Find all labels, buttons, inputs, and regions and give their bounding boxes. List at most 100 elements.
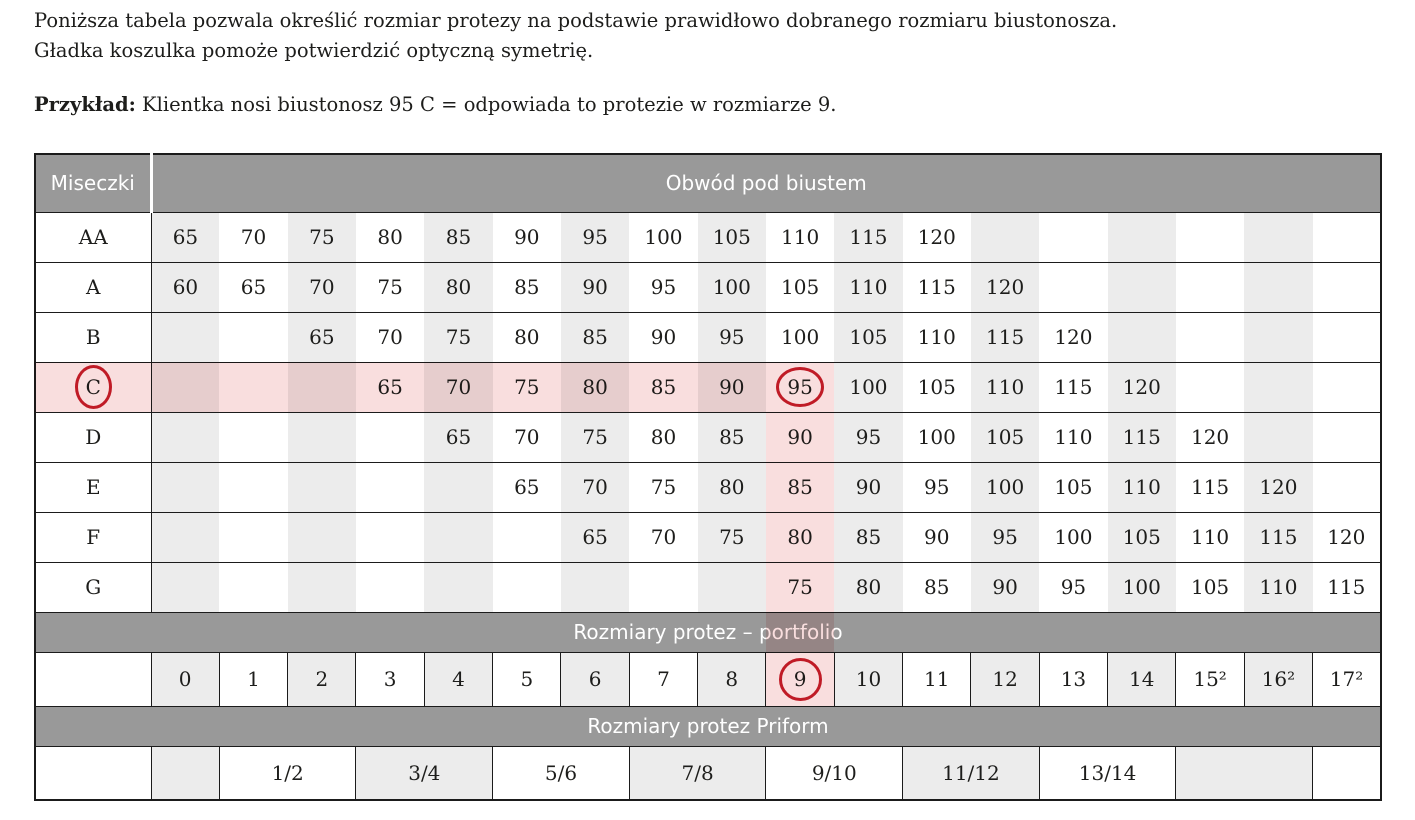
underbust-cell-C-95: 95 — [765, 361, 835, 412]
underbust-cell-F-80: 80 — [765, 511, 835, 562]
underbust-cell-E-115: 115 — [1175, 461, 1245, 512]
underbust-cell-A-105: 105 — [765, 261, 835, 312]
underbust-cell-D-120: 120 — [1175, 411, 1245, 462]
underbust-cell-F-95: 95 — [970, 511, 1040, 562]
red-circle-annotation: 95 — [776, 367, 825, 407]
portfolio-size-cell-8: 8 — [697, 651, 767, 706]
underbust-cell-G-75: 75 — [765, 561, 835, 612]
portfolio-size-cell-16²: 16² — [1243, 651, 1314, 706]
underbust-cell-G-115: 115 — [1312, 561, 1381, 612]
portfolio-size-cell-1: 1 — [218, 651, 289, 706]
underbust-cell-C-80: 80 — [560, 361, 630, 412]
portfolio-size-cell-12: 12 — [970, 651, 1040, 706]
cup-label-E: E — [35, 461, 152, 512]
underbust-cell-F-empty — [492, 511, 561, 562]
underbust-cell-E-110: 110 — [1107, 461, 1176, 512]
underbust-cell-E-empty — [355, 461, 425, 512]
underbust-cell-F-100: 100 — [1039, 511, 1108, 562]
underbust-cell-AA-65: 65 — [151, 211, 220, 262]
example-paragraph: Przykład: Klientka nosi biustonosz 95 C … — [34, 91, 836, 119]
underbust-cell-F-110: 110 — [1175, 511, 1245, 562]
underbust-cell-AA-empty — [970, 211, 1040, 262]
underbust-cell-E-105: 105 — [1039, 461, 1108, 512]
priform-row-corner-cell — [35, 745, 152, 800]
red-circle-annotation: C — [74, 365, 112, 409]
cup-row-AA: AA 65 70 75 80 85 90 95 100 105 110 115 120 — [35, 211, 1381, 262]
underbust-cell-B-85: 85 — [560, 311, 630, 362]
underbust-cell-D-75: 75 — [560, 411, 630, 462]
underbust-cell-AA-120: 120 — [902, 211, 971, 262]
underbust-cell-C-70: 70 — [424, 361, 493, 412]
underbust-cell-E-95: 95 — [902, 461, 971, 512]
underbust-cell-D-empty — [151, 411, 220, 462]
underbust-cell-A-60: 60 — [151, 261, 220, 312]
underbust-cell-AA-95: 95 — [560, 211, 630, 262]
table-header: Miseczki Obwód pod biustem — [35, 153, 1381, 212]
underbust-cell-G-empty — [697, 561, 766, 612]
underbust-cell-B-100: 100 — [765, 311, 835, 362]
underbust-cell-AA-115: 115 — [834, 211, 903, 262]
portfolio-bar-title: Rozmiary protez – portfolio — [35, 611, 1381, 652]
underbust-cell-AA-80: 80 — [355, 211, 425, 262]
red-circle-annotation: 9 — [778, 657, 822, 701]
underbust-cell-C-75: 75 — [492, 361, 561, 412]
underbust-cell-C-empty — [1244, 361, 1313, 412]
underbust-cell-C-110: 110 — [970, 361, 1040, 412]
priform-section: Rozmiary protez Priform 1/2 3/4 5/6 7/8 9/10… — [35, 705, 1382, 800]
underbust-cell-F-empty — [355, 511, 425, 562]
underbust-cell-D-empty — [287, 411, 356, 462]
underbust-cell-E-empty — [287, 461, 356, 512]
underbust-cell-B-empty — [151, 311, 220, 362]
underbust-cell-G-110: 110 — [1244, 561, 1313, 612]
priform-bar-title: Rozmiary protez Priform — [35, 705, 1381, 746]
underbust-cell-A-110: 110 — [834, 261, 903, 312]
priform-size-cell-13-14: 13/14 — [1038, 745, 1177, 800]
portfolio-section: Rozmiary protez – portfolio 0 1 2 3 4 5 6 7 8 9 10… — [35, 611, 1382, 706]
priform-sizes-row: 1/2 3/4 5/6 7/8 9/10 11/12 13/14 — [35, 745, 1382, 800]
example-label: Przykład: — [34, 93, 136, 116]
underbust-cell-B-empty — [219, 311, 288, 362]
underbust-cell-A-empty — [1312, 261, 1381, 312]
underbust-cell-D-100: 100 — [902, 411, 971, 462]
underbust-cell-D-90: 90 — [765, 411, 835, 462]
cup-label-G: G — [35, 561, 152, 612]
underbust-cell-E-100: 100 — [970, 461, 1040, 512]
underbust-cell-AA-100: 100 — [629, 211, 698, 262]
underbust-cell-B-80: 80 — [492, 311, 561, 362]
portfolio-size-cell-6: 6 — [560, 651, 630, 706]
portfolio-size-cell-13: 13 — [1038, 651, 1109, 706]
underbust-cell-E-empty — [1312, 461, 1381, 512]
underbust-cell-F-empty — [287, 511, 356, 562]
underbust-cell-B-95: 95 — [697, 311, 766, 362]
underbust-cell-G-empty — [151, 561, 220, 612]
underbust-cell-C-empty — [287, 361, 356, 412]
underbust-cell-D-empty — [1244, 411, 1313, 462]
example-text: Klientka nosi biustonosz 95 C = odpowiad… — [142, 93, 837, 116]
underbust-cell-G-empty — [355, 561, 425, 612]
underbust-cell-E-empty — [151, 461, 220, 512]
underbust-cell-B-90: 90 — [629, 311, 698, 362]
sizes-row-corner-cell — [35, 651, 152, 706]
underbust-cell-C-90: 90 — [697, 361, 766, 412]
underbust-cell-AA-110: 110 — [765, 211, 835, 262]
underbust-cell-A-65: 65 — [219, 261, 288, 312]
underbust-cell-G-105: 105 — [1175, 561, 1245, 612]
underbust-cell-C-empty — [1175, 361, 1245, 412]
header-row: Miseczki Obwód pod biustem — [35, 153, 1381, 212]
underbust-cell-D-65: 65 — [424, 411, 493, 462]
underbust-cell-AA-empty — [1175, 211, 1245, 262]
underbust-cell-C-115: 115 — [1039, 361, 1108, 412]
portfolio-size-cell-2: 2 — [287, 651, 357, 706]
underbust-cell-C-85: 85 — [629, 361, 698, 412]
underbust-cell-F-65: 65 — [560, 511, 630, 562]
underbust-cell-AA-90: 90 — [492, 211, 561, 262]
underbust-cell-B-empty — [1175, 311, 1245, 362]
underbust-cell-F-empty — [151, 511, 220, 562]
underbust-cell-D-85: 85 — [697, 411, 766, 462]
priform-size-cell-empty — [1312, 745, 1382, 800]
portfolio-size-cell-5: 5 — [492, 651, 562, 706]
underbust-cell-AA-75: 75 — [287, 211, 356, 262]
underbust-cell-B-105: 105 — [834, 311, 903, 362]
underbust-cell-A-empty — [1175, 261, 1245, 312]
cups-column-header: Miseczki — [35, 153, 153, 212]
